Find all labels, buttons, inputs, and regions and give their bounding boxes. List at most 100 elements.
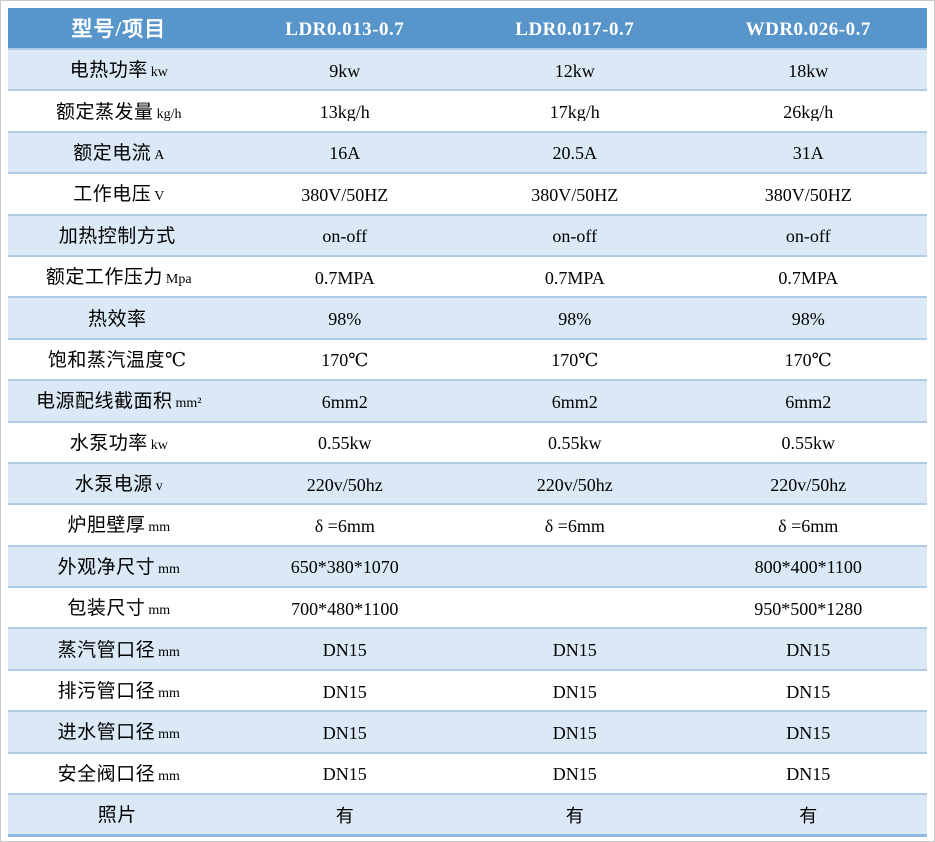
row-value-1: 13kg/h — [319, 102, 370, 122]
row-label-cell: 进水管口径 mm — [8, 721, 230, 742]
table-row: 进水管口径 mm DN15 DN15 DN15 — [8, 710, 927, 752]
table-row: 外观净尺寸 mm 650*380*1070 800*400*1100 — [8, 544, 927, 587]
table-row: 额定蒸发量 kg/h 13kg/h 17kg/h 26kg/h — [8, 89, 927, 131]
row-value-2: 0.7MPA — [544, 267, 605, 287]
row-label: 蒸汽管口径 — [57, 639, 156, 660]
row-label-cell: 蒸汽管口径 mm — [8, 639, 230, 660]
table-row: 水泵电源 v 220v/50hz 220v/50hz 220v/50hz — [8, 461, 927, 504]
row-label: 电热功率 — [69, 60, 148, 81]
table-row: 饱和蒸汽温度℃ 170℃ 170℃ 170℃ — [8, 337, 927, 380]
row-value-2: 170℃ — [551, 350, 599, 370]
row-value-1: 220v/50hz — [306, 474, 383, 494]
row-value-3: 380V/50HZ — [764, 184, 852, 204]
row-label-cell: 炉胆壁厚 mm — [8, 514, 230, 535]
table-body: 电热功率 kw 9kw 12kw 18kw 额定蒸发量 kg/h 13kg/h 17… — [8, 48, 927, 835]
row-unit: mm — [158, 561, 180, 577]
row-label-cell: 照片 — [8, 804, 230, 825]
row-label-cell: 热效率 — [8, 308, 230, 329]
row-value-1: 98% — [328, 309, 362, 329]
row-label: 炉胆壁厚 — [67, 515, 146, 536]
row-label-cell: 排污管口径 mm — [8, 680, 230, 701]
row-unit: kg/h — [156, 106, 182, 122]
header-model-2: LDR0.017-0.7 — [515, 18, 635, 39]
table-row: 蒸汽管口径 mm DN15 DN15 DN15 — [8, 627, 927, 669]
table-row: 包装尺寸 mm 700*480*1100 950*500*1280 — [8, 586, 927, 628]
row-unit: kw — [150, 437, 168, 453]
row-unit: mm — [158, 768, 180, 784]
row-value-2 — [460, 565, 690, 567]
row-value-2: DN15 — [552, 640, 597, 660]
table-row: 加热控制方式 on-off on-off on-off — [8, 213, 927, 255]
table-row: 电源配线截面积 mm² 6mm2 6mm2 6mm2 — [8, 379, 927, 421]
row-label-cell: 额定工作压力 Mpa — [8, 266, 230, 287]
row-label-cell: 加热控制方式 — [8, 225, 230, 246]
row-label: 工作电压 — [73, 184, 152, 205]
row-value-2 — [460, 607, 690, 609]
row-value-1: 170℃ — [321, 350, 369, 370]
row-value-1: 700*480*1100 — [291, 598, 399, 618]
row-value-2: DN15 — [552, 764, 597, 784]
row-value-1: 0.7MPA — [314, 267, 375, 287]
row-value-2: 20.5A — [552, 143, 598, 163]
table-row: 炉胆壁厚 mm δ =6mm δ =6mm δ =6mm — [8, 503, 927, 545]
row-value-1: DN15 — [322, 681, 367, 701]
row-value-3: 98% — [791, 309, 825, 329]
row-label: 水泵功率 — [69, 432, 148, 453]
row-value-3: 0.55kw — [781, 433, 836, 453]
row-value-3: 18kw — [788, 60, 829, 80]
row-value-2: 220v/50hz — [536, 474, 613, 494]
row-label-cell: 工作电压 V — [8, 183, 230, 204]
row-value-3: on-off — [785, 226, 831, 246]
row-value-2: δ =6mm — [544, 515, 605, 535]
row-value-1: 16A — [329, 143, 361, 163]
row-unit: mm — [158, 644, 180, 660]
row-unit: mm — [148, 603, 171, 619]
row-value-3: DN15 — [786, 681, 831, 701]
row-value-3: DN15 — [786, 764, 831, 784]
row-label-cell: 电热功率 kw — [8, 59, 230, 80]
row-label: 加热控制方式 — [58, 225, 176, 246]
row-value-3: δ =6mm — [778, 515, 839, 535]
row-unit: mm² — [175, 396, 202, 412]
row-label-cell: 安全阀口径 mm — [8, 763, 230, 784]
row-value-2: on-off — [552, 226, 598, 246]
row-unit: kw — [150, 65, 168, 81]
row-value-1: DN15 — [322, 764, 367, 784]
table-row: 电热功率 kw 9kw 12kw 18kw — [8, 48, 927, 90]
row-label: 排污管口径 — [57, 681, 156, 702]
table-row: 工作电压 V 380V/50HZ 380V/50HZ 380V/50HZ — [8, 172, 927, 214]
row-label-cell: 水泵功率 kw — [8, 432, 230, 453]
row-unit: V — [154, 189, 165, 205]
row-unit: Mpa — [165, 272, 192, 288]
row-value-1: 9kw — [329, 60, 361, 80]
row-value-3: 170℃ — [784, 350, 832, 370]
table-row: 额定电流 A 16A 20.5A 31A — [8, 130, 927, 173]
row-value-3: 31A — [792, 143, 824, 163]
row-label: 额定工作压力 — [45, 267, 163, 288]
row-value-3: 6mm2 — [785, 391, 832, 411]
row-value-1: δ =6mm — [314, 515, 375, 535]
header-model-1: LDR0.013-0.7 — [285, 18, 405, 39]
row-value-3: 0.7MPA — [778, 267, 839, 287]
row-label-cell: 包装尺寸 mm — [8, 597, 230, 618]
row-label: 水泵电源 — [74, 474, 153, 495]
row-value-2: 0.55kw — [548, 433, 602, 453]
row-label: 饱和蒸汽温度℃ — [47, 349, 187, 370]
row-label-cell: 电源配线截面积 mm² — [8, 390, 230, 411]
row-unit: mm — [158, 727, 180, 743]
row-value-2: 12kw — [554, 60, 595, 80]
row-value-3: 有 — [799, 805, 818, 825]
row-value-1: 有 — [335, 805, 354, 825]
header-model-3: WDR0.026-0.7 — [745, 18, 871, 39]
row-value-1: 650*380*1070 — [290, 557, 399, 577]
row-value-3: DN15 — [786, 722, 831, 742]
row-value-1: DN15 — [322, 722, 367, 742]
row-unit: mm — [158, 686, 180, 702]
row-value-2: DN15 — [552, 722, 597, 742]
row-label-cell: 外观净尺寸 mm — [8, 556, 230, 577]
row-label: 外观净尺寸 — [57, 556, 156, 577]
row-value-2: 6mm2 — [551, 391, 598, 411]
row-value-2: 380V/50HZ — [531, 184, 619, 204]
row-label: 额定电流 — [73, 142, 152, 163]
